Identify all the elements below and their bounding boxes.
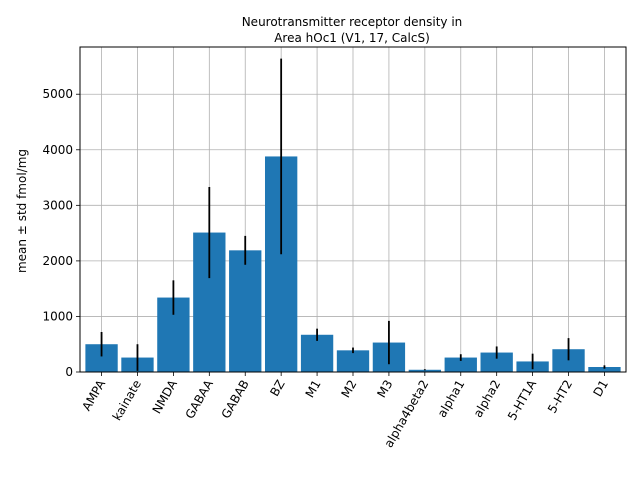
- y-tick-label: 5000: [42, 87, 73, 101]
- x-tick-label-5-HT2: 5-HT2: [545, 378, 575, 416]
- y-axis-label: mean ± std fmol/mg: [15, 149, 29, 273]
- x-tick-label-M3: M3: [374, 378, 395, 401]
- y-axis: 0 1000 2000 3000 4000 5000: [42, 87, 80, 379]
- bars: [85, 156, 621, 372]
- x-tick-label-NMDA: NMDA: [150, 377, 181, 416]
- bar-5-HT2: [552, 349, 585, 372]
- error-bars: [100, 58, 606, 371]
- x-tick-label-M2: M2: [338, 378, 359, 401]
- y-tick-label: 4000: [42, 143, 73, 157]
- x-tick-label-alpha2: alpha2: [471, 378, 504, 420]
- x-tick-label-5-HT1A: 5-HT1A: [505, 377, 540, 423]
- bar-D1: [588, 367, 621, 372]
- y-tick-label: 2000: [42, 254, 73, 268]
- x-tick-label-alpha1: alpha1: [435, 378, 468, 420]
- bar-M2: [336, 350, 370, 372]
- x-tick-label-M1: M1: [303, 378, 324, 401]
- chart-title-line1: Neurotransmitter receptor density in: [242, 15, 463, 29]
- bar-alpha2: [480, 352, 513, 372]
- chart-title-line2: Area hOc1 (V1, 17, CalcS): [274, 31, 430, 45]
- x-axis: AMPA kainate NMDA GABAA GABAB BZ M1 M2 M3alpha4b…: [79, 372, 611, 450]
- y-tick-label: 0: [65, 365, 73, 379]
- bar-alpha4beta2: [408, 369, 442, 372]
- y-tick-label: 1000: [42, 309, 73, 323]
- x-tick-label-AMPA: AMPA: [79, 377, 108, 413]
- x-tick-label-kainate: kainate: [110, 378, 144, 424]
- x-tick-label-GABAA: GABAA: [183, 377, 217, 421]
- bar-alpha1: [444, 357, 477, 372]
- y-tick-label: 3000: [42, 198, 73, 212]
- x-tick-label-D1: D1: [590, 378, 611, 400]
- x-tick-label-BZ: BZ: [267, 378, 287, 399]
- bar-M1: [300, 334, 334, 372]
- bar-GABAB: [229, 250, 262, 372]
- x-tick-label-GABAB: GABAB: [219, 378, 252, 422]
